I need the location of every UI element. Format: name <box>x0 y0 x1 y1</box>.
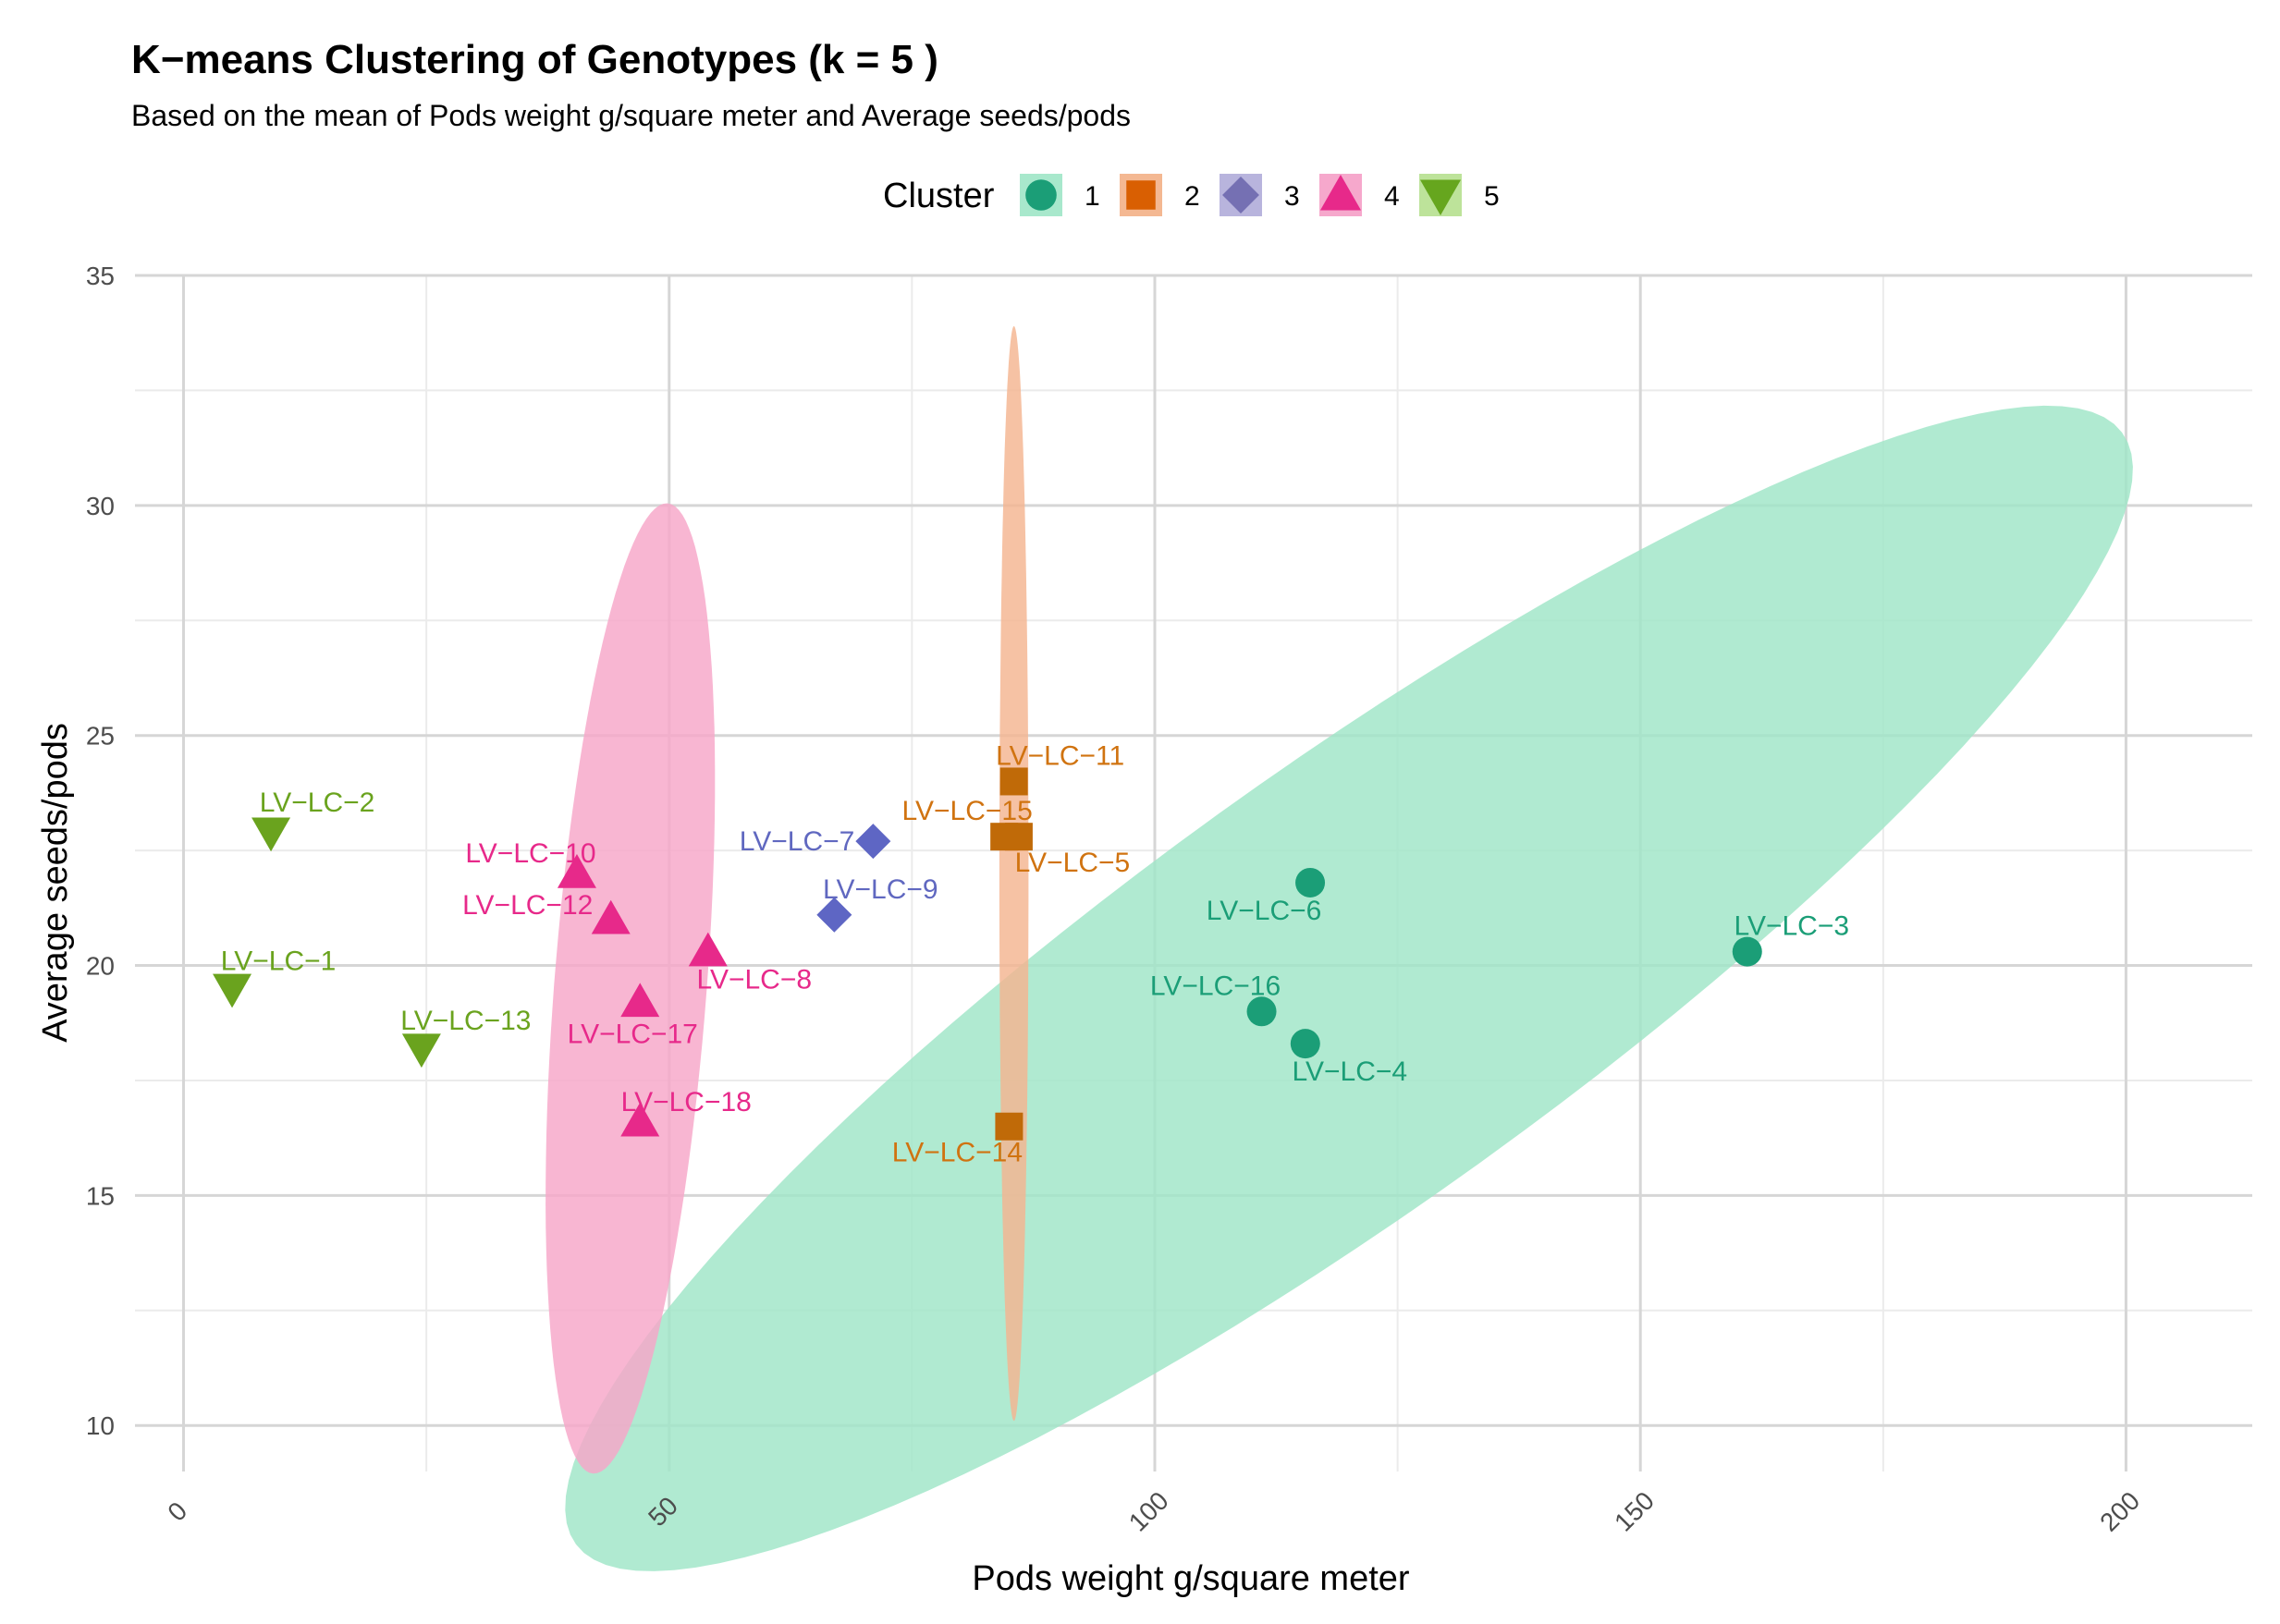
point-label: LV−LC−13 <box>400 1006 531 1036</box>
cluster-4-point <box>620 983 660 1018</box>
legend-label: 5 <box>1484 181 1500 212</box>
cluster-5-point <box>401 1033 441 1068</box>
legend-label: 2 <box>1184 181 1200 212</box>
x-tick-label: 150 <box>1609 1486 1660 1537</box>
point-label: LV−LC−12 <box>462 890 593 921</box>
point-label: LV−LC−6 <box>1207 896 1322 926</box>
point-label: LV−LC−8 <box>696 965 812 995</box>
point-label: LV−LC−1 <box>221 946 337 976</box>
cluster-ellipses <box>545 325 2133 1571</box>
y-tick-label: 35 <box>86 262 115 290</box>
y-tick-label: 25 <box>86 722 115 751</box>
point-label: LV−LC−7 <box>740 826 855 857</box>
cluster-5-point <box>251 817 291 852</box>
legend-marker-2 <box>1126 180 1156 210</box>
legend-label: 4 <box>1384 181 1400 212</box>
cluster-1-point <box>1246 996 1277 1027</box>
y-tick-label: 15 <box>86 1181 115 1210</box>
cluster-2-point <box>995 1112 1024 1141</box>
point-label: LV−LC−5 <box>1015 848 1131 878</box>
point-label: LV−LC−17 <box>568 1019 698 1049</box>
x-tick-label: 200 <box>2094 1486 2145 1537</box>
point-label: LV−LC−10 <box>465 838 595 869</box>
point-label: LV−LC−11 <box>996 740 1124 771</box>
y-tick-label: 10 <box>86 1411 115 1440</box>
point-label: LV−LC−4 <box>1293 1056 1408 1087</box>
point-label: LV−LC−14 <box>892 1138 1023 1168</box>
legend: Cluster 1 2 3 4 5 <box>883 174 1500 216</box>
cluster-2-point <box>990 823 1019 851</box>
cluster-4-point <box>591 899 631 934</box>
cluster-3-point <box>816 897 852 933</box>
cluster-4-point <box>620 1102 660 1137</box>
y-tick-label: 30 <box>86 492 115 520</box>
point-label: LV−LC−3 <box>1734 911 1849 942</box>
x-axis-title: Pods weight g/square meter <box>972 1559 1409 1598</box>
cluster-1-point <box>1732 936 1762 967</box>
x-tick-label: 0 <box>162 1496 192 1527</box>
legend-title: Cluster <box>883 177 995 215</box>
chart-subtitle: Based on the mean of Pods weight g/squar… <box>131 99 1132 132</box>
legend-marker-5 <box>1419 179 1462 216</box>
legend-marker-4 <box>1319 174 1362 211</box>
cluster-3-point <box>855 824 891 860</box>
legend-marker-3 <box>1222 177 1259 214</box>
legend-marker-1 <box>1025 179 1057 211</box>
point-label: LV−LC−2 <box>260 788 375 818</box>
y-tick-label: 20 <box>86 952 115 981</box>
point-label: LV−LC−16 <box>1150 971 1281 1001</box>
point-label: LV−LC−15 <box>902 796 1033 826</box>
cluster-2-ellipse <box>999 325 1029 1422</box>
chart-title: K−means Clustering of Genotypes (k = 5 ) <box>131 37 938 82</box>
cluster-2-point <box>999 767 1028 796</box>
cluster-5-point <box>213 973 252 1008</box>
cluster-4-point <box>688 932 728 967</box>
legend-label: 3 <box>1284 181 1300 212</box>
cluster-1-point <box>1295 867 1326 897</box>
cluster-1-point <box>1290 1029 1320 1059</box>
point-labels: LV−LC−3 LV−LC−4 LV−LC−6 LV−LC−16 LV−LC−5 LV−L… <box>221 740 1849 1167</box>
cluster-4-point <box>557 854 596 888</box>
data-points <box>213 767 1762 1141</box>
point-label: LV−LC−9 <box>823 874 938 905</box>
cluster-1-ellipse <box>565 405 2133 1571</box>
x-tick-label: 100 <box>1123 1486 1174 1537</box>
point-label: LV−LC−18 <box>621 1087 752 1117</box>
cluster-4-ellipse <box>545 503 716 1474</box>
y-axis-title: Average seeds/pods <box>36 723 75 1043</box>
legend-label: 1 <box>1085 181 1100 212</box>
